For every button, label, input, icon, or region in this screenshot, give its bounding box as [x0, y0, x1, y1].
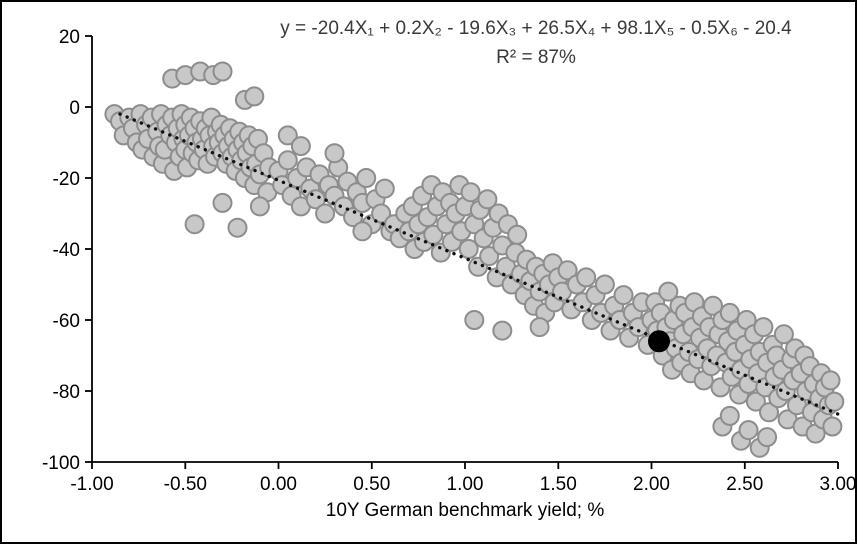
scatter-point — [227, 217, 248, 238]
scatter-point — [464, 310, 485, 330]
x-axis-title: 10Y German benchmark yield; % — [325, 500, 605, 521]
scatter-point — [315, 203, 336, 224]
scatter-point — [753, 317, 774, 338]
y-tick-label: -40 — [53, 240, 80, 261]
scatter-point — [822, 416, 843, 437]
scatter-point — [479, 246, 500, 267]
scatter-point — [324, 143, 345, 164]
scatter-point — [460, 182, 481, 203]
scatter-point — [184, 214, 205, 235]
scatter-point — [249, 196, 270, 217]
scatter-point — [557, 260, 578, 281]
x-tick-label: 2.50 — [726, 474, 763, 495]
scatter-point — [773, 324, 794, 345]
scatter-point — [613, 285, 634, 306]
scatter-point — [277, 125, 298, 146]
scatter-point — [745, 391, 766, 412]
y-tick-label: -60 — [53, 311, 80, 332]
scatter-point — [212, 61, 233, 82]
equation-line: y = -20.4X₁ + 0.2X₂ - 19.6X₃ + 26.5X₄ + … — [280, 18, 792, 39]
x-tick-label: 1.50 — [540, 474, 577, 495]
x-tick-label: 3.00 — [820, 474, 855, 495]
scatter-point — [356, 168, 377, 188]
regression-equation: y = -20.4X₁ + 0.2X₂ - 19.6X₃ + 26.5X₄ + … — [228, 15, 844, 72]
scatter-point — [371, 203, 392, 224]
x-tick-label: 0.00 — [260, 474, 297, 495]
scatter-point — [352, 221, 373, 242]
scatter-point — [343, 207, 364, 228]
y-tick-label: 20 — [59, 27, 80, 48]
scatter-point — [244, 86, 265, 107]
y-tick-label: -80 — [53, 382, 80, 403]
x-tick-label: 1.00 — [447, 474, 484, 495]
y-tick-label: -100 — [42, 453, 80, 474]
scatter-point — [757, 427, 778, 448]
trend-line — [118, 112, 840, 416]
x-tick-label: 0.50 — [353, 474, 390, 495]
scatter-point — [738, 420, 759, 441]
scatter-point — [576, 267, 597, 288]
scatter-point — [719, 405, 740, 426]
scatter-point — [374, 178, 395, 199]
scatter-point — [507, 224, 528, 245]
scatter-point — [492, 320, 513, 341]
y-tick-label: -20 — [53, 169, 80, 190]
scatter-point — [719, 302, 740, 323]
scatter-point — [277, 150, 298, 171]
scatter-point — [594, 274, 615, 295]
scatter-point — [477, 189, 498, 210]
scatter-point — [759, 402, 779, 423]
scatter-point — [658, 281, 679, 302]
x-tick-label: 2.00 — [633, 474, 670, 495]
x-tick-label: -1.00 — [70, 474, 113, 495]
highlighted-point — [648, 330, 670, 353]
scatter-point — [529, 317, 550, 338]
r-squared-label: R² = 87% — [496, 46, 576, 68]
y-tick-label: 0 — [69, 98, 80, 119]
scatter-point — [824, 391, 845, 412]
scatter-point — [820, 370, 841, 391]
scatter-point — [212, 192, 233, 213]
x-tick-label: -0.50 — [164, 474, 207, 495]
scatter-point — [290, 136, 311, 157]
scatter-point — [703, 295, 723, 316]
